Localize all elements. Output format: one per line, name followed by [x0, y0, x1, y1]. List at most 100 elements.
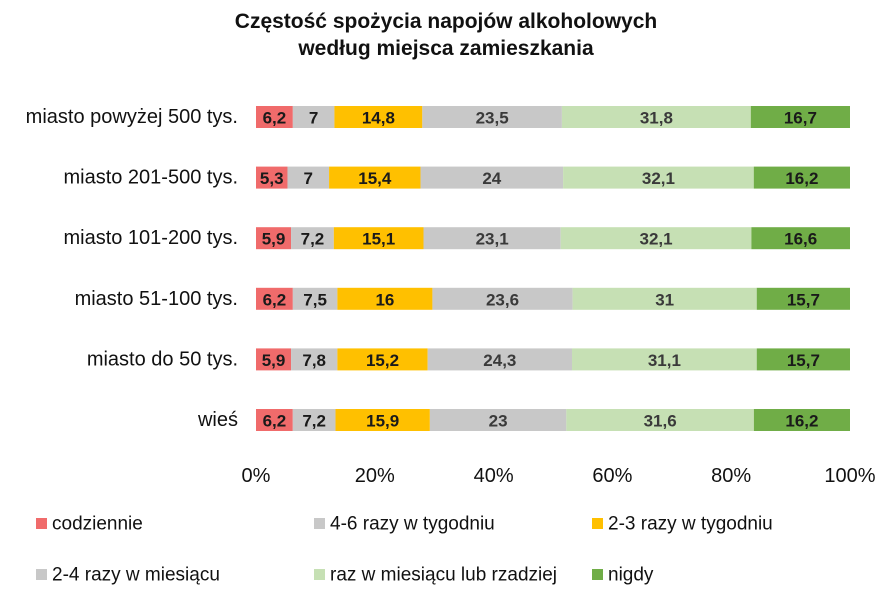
bar-segment: [756, 287, 850, 310]
data-label: 15,7: [787, 351, 820, 370]
data-label: 31,1: [648, 351, 681, 370]
data-label: 7,5: [303, 290, 327, 309]
bar-row: 6,2 7,2 15,9 23 31,6 16,2: [256, 409, 850, 431]
legend-item: 2-4 razy w miesiącu: [36, 565, 220, 586]
bar-segment: [563, 166, 754, 189]
bar-segment: [753, 166, 850, 189]
bar-segment: [753, 409, 850, 431]
data-label: 7: [304, 169, 313, 188]
data-label: 14,8: [362, 109, 395, 128]
category-label: miasto 51-100 tys.: [75, 288, 238, 310]
bar-segment: [256, 348, 292, 371]
bar-segment: [750, 106, 850, 128]
data-label: 6,2: [263, 290, 287, 309]
bar-segment: [337, 348, 428, 371]
legend-swatch: [36, 569, 47, 580]
data-label: 16,7: [784, 109, 817, 128]
data-label: 16,6: [784, 230, 817, 249]
data-label: 6,2: [263, 109, 287, 128]
data-label: 7,8: [302, 351, 326, 370]
bar-row: 5,3 7 15,4 24 32,1 16,2: [256, 166, 850, 189]
category-label: miasto 101-200 tys.: [63, 227, 238, 249]
legend-label: codziennie: [52, 514, 143, 535]
category-label: miasto do 50 tys.: [87, 348, 238, 370]
legend-item: raz w miesiącu lub rzadziej: [314, 565, 557, 586]
bar-segment: [422, 106, 562, 128]
data-label: 24,3: [483, 351, 516, 370]
data-label: 5,9: [262, 230, 286, 249]
bar-segment: [334, 106, 423, 128]
category-label: wieś: [197, 409, 238, 431]
x-axis-ticks: 0% 20% 40% 60% 80% 100%: [242, 465, 876, 487]
bar-segment: [560, 227, 752, 250]
data-label: 16,2: [785, 412, 818, 431]
bar-segment: [566, 409, 754, 431]
bar-segment: [292, 106, 335, 128]
bar-segment: [572, 287, 757, 310]
data-label: 23,5: [476, 109, 509, 128]
bar-row: 6,2 7,5 16 23,6 31 15,7: [256, 287, 850, 310]
bar-segment: [329, 166, 421, 189]
bar-segment: [337, 287, 433, 310]
x-tick-label: 20%: [355, 465, 395, 487]
bar-segment: [256, 166, 288, 189]
data-label: 15,1: [362, 230, 395, 249]
data-label: 5,3: [260, 169, 284, 188]
legend-swatch: [592, 518, 603, 529]
bar-segment: [432, 287, 573, 310]
data-label: 23,1: [476, 230, 509, 249]
legend: codziennie 4-6 razy w tygodniu 2-3 razy w …: [36, 514, 773, 586]
bars: 6,2 7 14,8 23,5 31,8 16,75,3 7 15,4 24 32,1 16,25,…: [256, 106, 850, 431]
legend-label: raz w miesiącu lub rzadziej: [330, 565, 557, 586]
bar-segment: [292, 287, 338, 310]
data-label: 15,4: [358, 169, 392, 188]
category-label: miasto powyżej 500 tys.: [26, 106, 238, 128]
legend-item: 2-3 razy w tygodniu: [592, 514, 773, 535]
legend-swatch: [314, 518, 325, 529]
data-label: 7,2: [302, 412, 326, 431]
legend-item: 4-6 razy w tygodniu: [314, 514, 495, 535]
bar-segment: [291, 348, 338, 371]
x-tick-label: 80%: [711, 465, 751, 487]
legend-swatch: [314, 569, 325, 580]
legend-label: nigdy: [608, 565, 654, 586]
bar-segment: [420, 166, 564, 189]
bar-segment: [287, 166, 330, 189]
x-tick-label: 40%: [474, 465, 514, 487]
chart-title-line-1: Częstość spożycia napojów alkoholowych: [235, 10, 657, 33]
data-label: 23,6: [486, 290, 519, 309]
bar-segment: [291, 227, 334, 250]
bar-segment: [256, 287, 293, 310]
bar-row: 5,9 7,8 15,2 24,3 31,1 15,7: [256, 348, 850, 371]
x-tick-label: 60%: [592, 465, 632, 487]
legend-label: 4-6 razy w tygodniu: [330, 514, 495, 535]
category-label: miasto 201-500 tys.: [63, 167, 238, 189]
bar-row: 6,2 7 14,8 23,5 31,8 16,7: [256, 106, 850, 128]
data-label: 32,1: [640, 230, 673, 249]
data-label: 6,2: [263, 412, 287, 431]
data-label: 23: [489, 412, 508, 431]
y-axis-labels: miasto powyżej 500 tys. miasto 201-500 ty…: [26, 106, 238, 431]
bar-segment: [335, 409, 430, 431]
data-label: 16,2: [785, 169, 818, 188]
data-label: 15,2: [366, 351, 399, 370]
bar-segment: [756, 348, 850, 371]
chart-title-line-2: według miejsca zamieszkania: [297, 37, 594, 60]
data-label: 7,2: [301, 230, 325, 249]
data-label: 31,8: [640, 109, 673, 128]
legend-swatch: [36, 518, 47, 529]
bar-segment: [423, 227, 561, 250]
bar-row: 5,9 7,2 15,1 23,1 32,1 16,6: [256, 227, 850, 250]
bar-segment: [292, 409, 336, 431]
legend-item: nigdy: [592, 565, 654, 586]
legend-label: 2-4 razy w miesiącu: [52, 565, 220, 586]
bar-segment: [256, 409, 293, 431]
legend-item: codziennie: [36, 514, 143, 535]
bar-segment: [427, 348, 573, 371]
bar-segment: [751, 227, 850, 250]
legend-swatch: [592, 569, 603, 580]
bar-segment: [256, 106, 293, 128]
legend-label: 2-3 razy w tygodniu: [608, 514, 773, 535]
bar-segment: [333, 227, 424, 250]
